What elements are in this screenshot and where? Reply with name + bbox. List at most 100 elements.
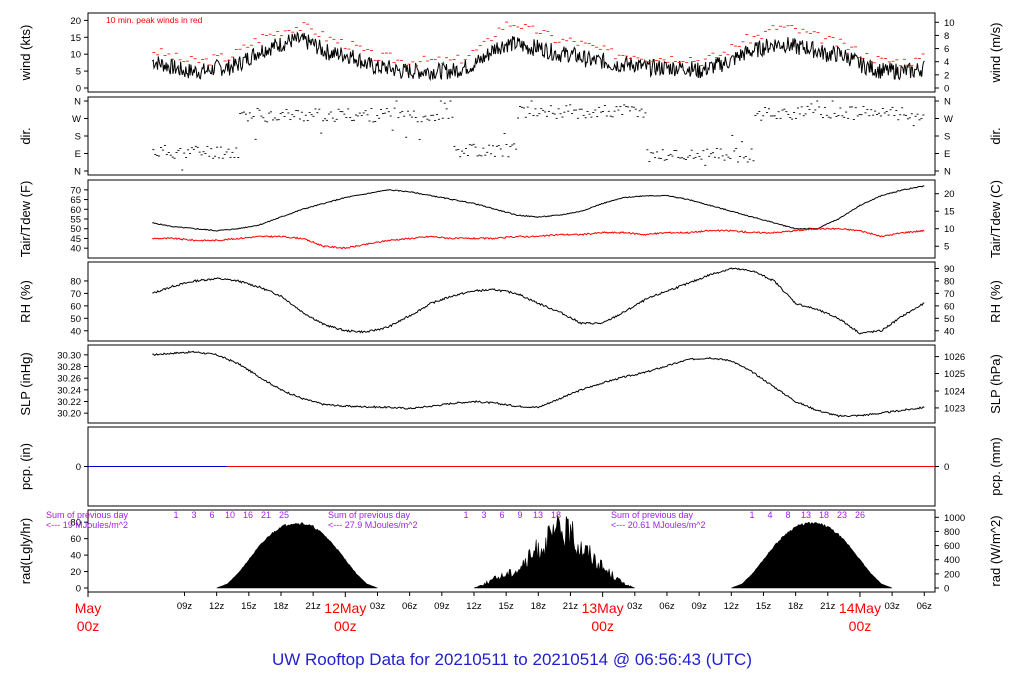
temp-left-tick-label: 40 xyxy=(70,244,81,255)
radiation-hour-label: 21 xyxy=(261,510,271,520)
pcp-right-tick-label: 0 xyxy=(944,462,949,473)
radiation-hour-label: 1 xyxy=(173,510,178,520)
radiation-hour-label: 10 xyxy=(225,510,235,520)
time-axis-tick-label: 15z xyxy=(498,601,514,612)
time-axis-tick-label: 09z xyxy=(177,601,193,612)
radiation-hour-label: 6 xyxy=(209,510,214,520)
temp-right-tick-label: 20 xyxy=(944,189,955,200)
rad-left-axis-label: rad(Lgly/hr) xyxy=(18,518,33,584)
rad-right-tick-label: 600 xyxy=(944,541,960,552)
time-axis-tick-label: 06z xyxy=(917,601,933,612)
radiation-sum-value: <--- 20.61 MJoules/m^2 xyxy=(611,520,706,530)
slp-panel-frame xyxy=(87,344,936,424)
radiation-hour-label: 16 xyxy=(243,510,253,520)
slp-left-axis-label: SLP (inHg) xyxy=(18,352,33,415)
wind-right-tick-label: 8 xyxy=(944,31,949,42)
rad-left-tick-label: 80 xyxy=(70,518,81,529)
rad-right-tick-label: 0 xyxy=(944,584,949,595)
radiation-hour-label: 3 xyxy=(481,510,486,520)
dir-left-tick-label: S xyxy=(75,132,81,143)
temp-right-tick-label: 15 xyxy=(944,207,955,218)
radiation-hour-label: 6 xyxy=(499,510,504,520)
day-label-date: 13May xyxy=(582,600,624,616)
slp-right-axis-label: SLP (hPa) xyxy=(988,354,1003,414)
wind-left-tick-label: 15 xyxy=(70,33,81,44)
day-label-hour: 00z xyxy=(591,618,614,634)
slp-left-tick-label: 30.20 xyxy=(57,409,81,420)
radiation-hour-label: 18 xyxy=(819,510,829,520)
pcp-left-tick-label: 0 xyxy=(76,462,81,473)
rh-panel-frame xyxy=(87,261,936,342)
temp-right-tick-label: 5 xyxy=(944,242,949,253)
rh-left-tick-label: 70 xyxy=(70,289,81,300)
radiation-sum-value: <--- 19 MJoules/m^2 xyxy=(46,520,128,530)
time-axis-tick-label: 03z xyxy=(627,601,643,612)
temp-right-axis-label: Tair/Tdew (C) xyxy=(988,180,1003,258)
rad-right-axis-label: rad (W/m^2) xyxy=(988,515,1003,586)
dir-left-tick-label: N xyxy=(74,97,81,108)
rh-right-tick-label: 70 xyxy=(944,289,955,300)
pcp-left-axis-label: pcp. (in) xyxy=(18,443,33,490)
time-axis-tick-label: 21z xyxy=(563,601,579,612)
chart-footer-title: UW Rooftop Data for 20210511 to 20210514… xyxy=(271,650,752,669)
time-axis-tick-label: 21z xyxy=(305,601,321,612)
time-axis-tick-label: 21z xyxy=(820,601,836,612)
rad-right-tick-label: 1000 xyxy=(944,513,965,524)
time-axis-tick-label: 18z xyxy=(531,601,547,612)
wind-speed-line xyxy=(151,31,925,82)
time-axis-tick-label: 06z xyxy=(659,601,675,612)
day-label-hour: 00z xyxy=(334,618,357,634)
time-axis-tick-label: 12z xyxy=(724,601,740,612)
rad-right-tick-label: 800 xyxy=(944,527,960,538)
slp-left-tick-label: 30.22 xyxy=(57,397,81,408)
rad-left-tick-label: 40 xyxy=(70,551,81,562)
radiation-hour-label: 18 xyxy=(551,510,561,520)
rh-right-tick-label: 40 xyxy=(944,326,955,337)
rad-left-tick-label: 20 xyxy=(70,567,81,578)
time-axis-tick-label: 09z xyxy=(691,601,707,612)
time-axis-tick-label: 18z xyxy=(273,601,289,612)
dir-right-tick-label: W xyxy=(944,114,953,125)
slp-right-tick-label: 1024 xyxy=(944,387,965,398)
slp-left-tick-label: 30.26 xyxy=(57,374,81,385)
radiation-hour-label: 13 xyxy=(801,510,811,520)
rh-right-tick-label: 90 xyxy=(944,264,955,275)
dir-left-tick-label: E xyxy=(75,149,81,160)
radiation-sum-label: Sum of previous day xyxy=(611,510,694,520)
time-axis-tick-label: 15z xyxy=(241,601,257,612)
radiation-sum-label: Sum of previous day xyxy=(46,510,129,520)
time-axis-tick-label: 12z xyxy=(209,601,225,612)
air-temperature-line xyxy=(152,185,925,232)
rad-right-tick-label: 400 xyxy=(944,555,960,566)
dir-right-tick-label: N xyxy=(944,167,951,178)
radiation-sum-value: <--- 27.9 MJoules/m^2 xyxy=(328,520,418,530)
rad-left-tick-label: 0 xyxy=(76,584,81,595)
radiation-day-area xyxy=(216,522,378,589)
slp-right-tick-label: 1026 xyxy=(944,352,965,363)
dir-right-tick-label: E xyxy=(944,149,950,160)
wind-left-tick-label: 10 xyxy=(70,50,81,61)
time-axis-tick-label: 18z xyxy=(788,601,804,612)
rad-right-tick-label: 200 xyxy=(944,569,960,580)
radiation-hour-label: 26 xyxy=(855,510,865,520)
temp-left-tick-label: 45 xyxy=(70,234,81,245)
radiation-hour-label: 8 xyxy=(785,510,790,520)
radiation-hour-label: 23 xyxy=(837,510,847,520)
rh-left-tick-label: 40 xyxy=(70,326,81,337)
relative-humidity-line xyxy=(152,267,925,335)
dir-panel-frame xyxy=(87,96,936,176)
sea-level-pressure-line xyxy=(152,350,925,418)
radiation-hour-label: 3 xyxy=(191,510,196,520)
temp-right-tick-label: 10 xyxy=(944,224,955,235)
day-label-hour: 00z xyxy=(77,618,100,634)
temp-panel-frame xyxy=(87,179,936,259)
rh-left-axis-label: RH (%) xyxy=(18,280,33,323)
time-axis-tick-label: 09z xyxy=(434,601,450,612)
wind-left-tick-label: 0 xyxy=(76,84,81,95)
radiation-hour-label: 13 xyxy=(533,510,543,520)
dir-right-axis-label: dir. xyxy=(988,127,1003,144)
slp-right-tick-label: 1025 xyxy=(944,369,965,380)
wind-left-tick-label: 5 xyxy=(76,67,81,78)
radiation-sum-label: Sum of previous day xyxy=(328,510,411,520)
